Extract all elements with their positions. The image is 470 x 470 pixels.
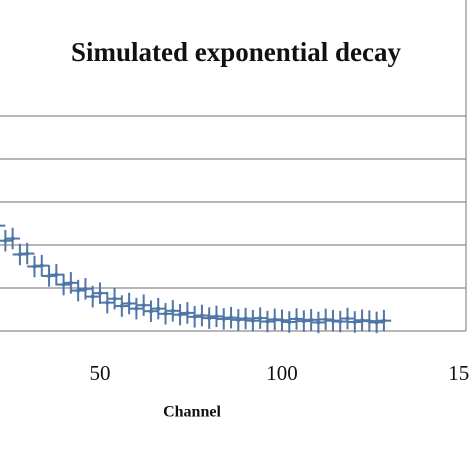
point — [90, 294, 95, 299]
point — [381, 318, 386, 323]
point — [98, 291, 102, 296]
point — [83, 286, 88, 291]
point — [156, 306, 161, 311]
point — [258, 316, 263, 321]
point — [163, 311, 168, 316]
point — [112, 296, 117, 301]
point — [309, 317, 314, 322]
x-tick-label: 100 — [266, 361, 298, 385]
point — [250, 318, 255, 323]
point — [214, 314, 219, 319]
point — [265, 319, 270, 324]
point — [3, 238, 8, 243]
point — [185, 310, 190, 315]
point — [294, 316, 299, 321]
point — [54, 272, 59, 277]
x-tick-label: 50 — [90, 361, 111, 385]
point — [141, 303, 146, 308]
point — [316, 320, 321, 325]
chart-title: Simulated exponential decay — [71, 37, 402, 67]
point — [25, 251, 30, 256]
point — [287, 319, 292, 324]
point — [243, 316, 248, 321]
point — [127, 301, 132, 306]
point — [338, 319, 343, 324]
x-axis-label: Channel — [163, 404, 221, 421]
point — [148, 309, 153, 314]
point — [345, 316, 350, 321]
point — [229, 315, 234, 320]
point — [199, 313, 204, 318]
point — [105, 300, 110, 305]
point — [134, 306, 139, 311]
point — [68, 280, 73, 285]
point — [170, 308, 175, 313]
point — [39, 263, 44, 268]
point — [119, 304, 124, 309]
x-tick-label: 150 — [448, 361, 470, 385]
point — [10, 236, 15, 241]
